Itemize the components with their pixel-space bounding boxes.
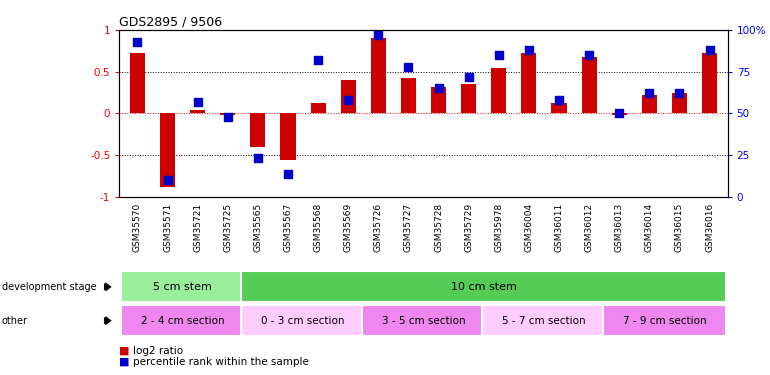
Bar xyxy=(603,305,726,336)
Bar xyxy=(551,104,567,113)
Bar xyxy=(581,57,597,113)
Point xyxy=(613,110,625,116)
Text: 2 - 4 cm section: 2 - 4 cm section xyxy=(141,316,224,326)
Point xyxy=(643,90,655,96)
Text: 3 - 5 cm section: 3 - 5 cm section xyxy=(382,316,465,326)
Point xyxy=(463,74,475,80)
Point xyxy=(192,99,204,105)
Text: ■: ■ xyxy=(119,357,130,367)
Point xyxy=(402,64,414,70)
Point xyxy=(252,156,264,162)
Point xyxy=(222,114,234,120)
Text: ■: ■ xyxy=(119,346,130,355)
Text: percentile rank within the sample: percentile rank within the sample xyxy=(133,357,309,367)
Bar xyxy=(362,305,485,336)
Bar xyxy=(241,305,365,336)
Point xyxy=(312,57,324,63)
Bar xyxy=(672,93,687,113)
Bar xyxy=(521,53,537,113)
Bar xyxy=(121,272,244,302)
Bar xyxy=(461,84,476,113)
Point xyxy=(493,52,505,58)
Text: development stage: development stage xyxy=(2,282,96,292)
Point xyxy=(583,52,595,58)
Point xyxy=(162,177,174,183)
Bar xyxy=(121,305,244,336)
Bar xyxy=(160,113,175,187)
Bar xyxy=(130,53,145,113)
Bar xyxy=(482,305,606,336)
Bar xyxy=(190,110,205,113)
Bar xyxy=(642,95,657,113)
Bar xyxy=(702,53,717,113)
Bar xyxy=(401,78,416,113)
Text: log2 ratio: log2 ratio xyxy=(133,346,183,355)
Text: 0 - 3 cm section: 0 - 3 cm section xyxy=(261,316,345,326)
Bar xyxy=(241,272,726,302)
Bar xyxy=(431,87,446,113)
Bar xyxy=(310,104,326,113)
Point xyxy=(704,47,716,53)
Bar xyxy=(371,38,386,113)
Point xyxy=(433,86,445,92)
Point xyxy=(673,90,685,96)
Bar xyxy=(220,113,236,115)
Point xyxy=(372,32,384,38)
Point xyxy=(523,47,535,53)
Text: 5 cm stem: 5 cm stem xyxy=(153,282,212,292)
Text: 7 - 9 cm section: 7 - 9 cm section xyxy=(623,316,706,326)
Point xyxy=(282,171,294,177)
Bar xyxy=(611,113,627,115)
Text: 10 cm stem: 10 cm stem xyxy=(450,282,517,292)
Text: GDS2895 / 9506: GDS2895 / 9506 xyxy=(119,16,223,29)
Point xyxy=(131,39,143,45)
Point xyxy=(553,97,565,103)
Point xyxy=(342,97,354,103)
Text: 5 - 7 cm section: 5 - 7 cm section xyxy=(502,316,586,326)
Bar xyxy=(340,80,356,113)
Bar xyxy=(491,68,507,113)
Text: other: other xyxy=(2,316,28,326)
Bar xyxy=(280,113,296,160)
Bar xyxy=(250,113,266,147)
